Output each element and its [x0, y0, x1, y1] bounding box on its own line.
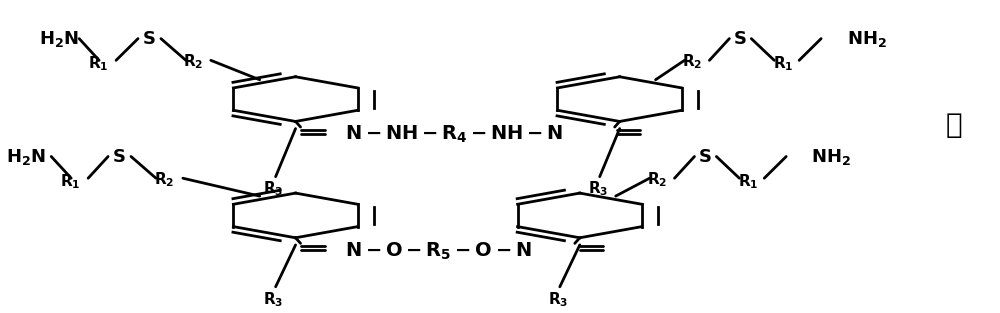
Text: $\mathbf{R_1}$: $\mathbf{R_1}$: [773, 54, 793, 73]
Text: $\mathbf{R_3}$: $\mathbf{R_3}$: [263, 290, 284, 309]
Text: $\mathbf{N-NH-R_4-NH-N}$: $\mathbf{N-NH-R_4-NH-N}$: [345, 124, 564, 146]
Text: 或: 或: [945, 111, 962, 140]
Text: $\mathbf{R_2}$: $\mathbf{R_2}$: [154, 170, 174, 189]
Text: $\mathbf{S}$: $\mathbf{S}$: [733, 30, 746, 48]
Text: $\mathbf{S}$: $\mathbf{S}$: [698, 147, 711, 166]
Text: $\mathbf{R_1}$: $\mathbf{R_1}$: [60, 172, 80, 191]
Text: $\mathbf{S}$: $\mathbf{S}$: [142, 30, 156, 48]
Text: $\mathbf{R_1}$: $\mathbf{R_1}$: [88, 54, 108, 73]
Text: $\mathbf{H_2N}$: $\mathbf{H_2N}$: [39, 28, 79, 49]
Text: $\mathbf{R_3}$: $\mathbf{R_3}$: [548, 290, 568, 309]
Text: $\mathbf{NH_2}$: $\mathbf{NH_2}$: [811, 146, 851, 167]
Text: $\mathbf{R_1}$: $\mathbf{R_1}$: [738, 172, 759, 191]
Text: $\mathbf{R_2}$: $\mathbf{R_2}$: [183, 53, 203, 71]
Text: $\mathbf{NH_2}$: $\mathbf{NH_2}$: [847, 28, 887, 49]
Text: $\mathbf{S}$: $\mathbf{S}$: [112, 147, 126, 166]
Text: $\mathbf{R_3}$: $\mathbf{R_3}$: [588, 180, 608, 198]
Text: $\mathbf{H_2N}$: $\mathbf{H_2N}$: [6, 146, 46, 167]
Text: $\mathbf{R_2}$: $\mathbf{R_2}$: [682, 53, 703, 71]
Text: $\mathbf{N-O-R_5-O-N}$: $\mathbf{N-O-R_5-O-N}$: [345, 240, 532, 262]
Text: $\mathbf{R_3}$: $\mathbf{R_3}$: [263, 180, 284, 198]
Text: $\mathbf{R_2}$: $\mathbf{R_2}$: [647, 170, 668, 189]
